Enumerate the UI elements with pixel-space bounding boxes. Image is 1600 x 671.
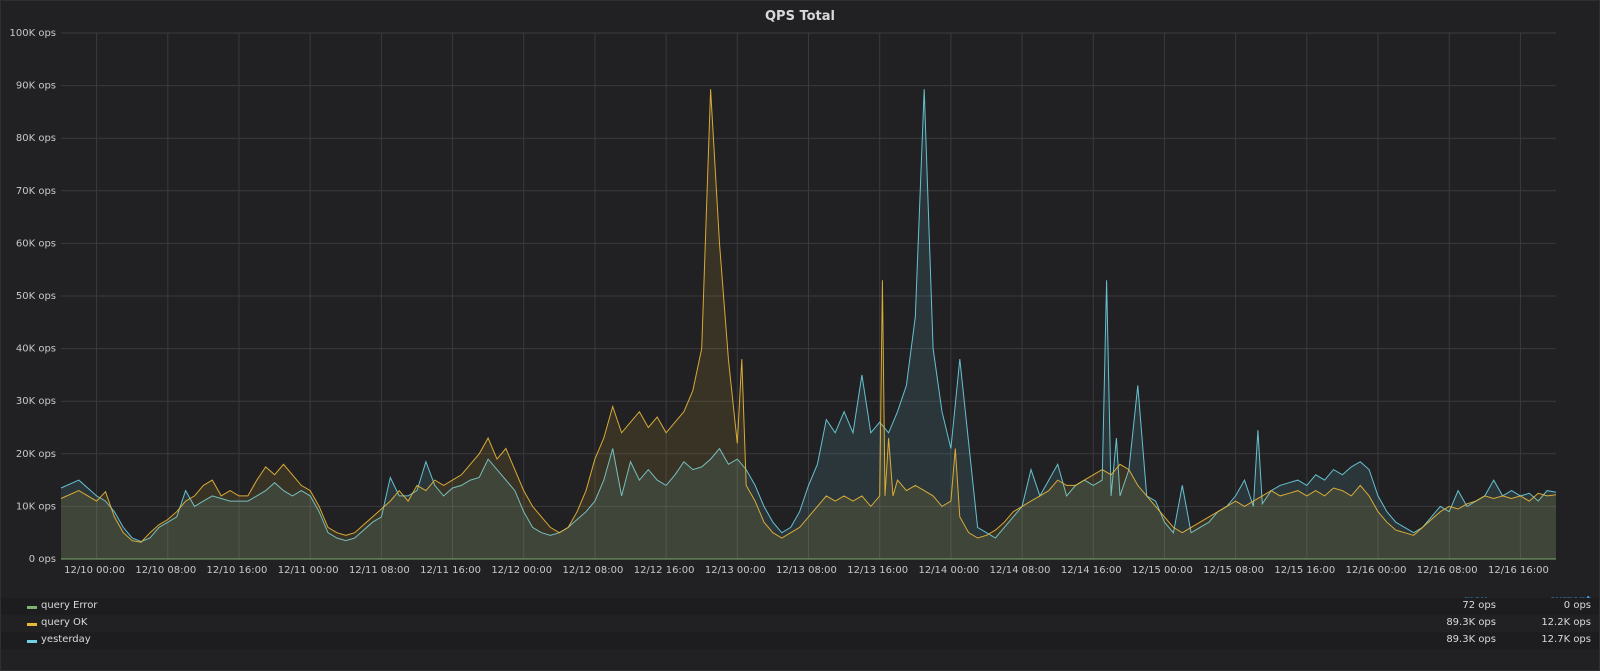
x-tick-label-11: 12/13 16:00 <box>847 565 908 576</box>
y-tick-label-7: 70K ops <box>16 186 56 197</box>
x-tick-label-6: 12/12 00:00 <box>491 565 552 576</box>
x-tick-label-8: 12/12 16:00 <box>634 565 695 576</box>
legend-max-yesterday: 89.3K ops <box>1446 634 1496 645</box>
x-tick-label-20: 12/16 16:00 <box>1488 565 1549 576</box>
y-tick-label-8: 80K ops <box>16 133 56 144</box>
legend-row-query-ok[interactable]: query OK 89.3K ops 12.2K ops <box>1 615 1599 632</box>
y-tick-label-9: 90K ops <box>16 81 56 92</box>
x-tick-label-15: 12/15 00:00 <box>1132 565 1193 576</box>
x-tick-label-9: 12/13 00:00 <box>705 565 766 576</box>
y-tick-label-3: 30K ops <box>16 396 56 407</box>
x-tick-label-14: 12/14 16:00 <box>1061 565 1122 576</box>
x-tick-label-1: 12/10 08:00 <box>135 565 196 576</box>
panel-title[interactable]: QPS Total <box>765 9 835 24</box>
x-tick-label-3: 12/11 00:00 <box>278 565 339 576</box>
x-tick-label-12: 12/14 00:00 <box>918 565 979 576</box>
x-tick-label-16: 12/15 08:00 <box>1203 565 1264 576</box>
x-tick-label-7: 12/12 08:00 <box>563 565 624 576</box>
legend-row-query-error[interactable]: query Error 72 ops 0 ops <box>1 598 1599 615</box>
x-tick-label-19: 12/16 08:00 <box>1417 565 1478 576</box>
legend-name-query-ok[interactable]: query OK <box>41 617 88 628</box>
x-tick-label-0: 12/10 00:00 <box>64 565 125 576</box>
x-tick-label-13: 12/14 08:00 <box>990 565 1051 576</box>
x-tick-label-4: 12/11 08:00 <box>349 565 410 576</box>
legend-max-query-error: 72 ops <box>1462 600 1496 611</box>
legend-name-yesterday[interactable]: yesterday <box>41 634 91 645</box>
series-area-yesterday <box>61 89 1556 560</box>
legend-swatch-yesterday <box>27 640 37 643</box>
y-tick-label-4: 40K ops <box>16 344 56 355</box>
y-tick-label-1: 10K ops <box>16 501 56 512</box>
legend-swatch-query-error <box>27 606 37 609</box>
x-tick-label-2: 12/10 16:00 <box>207 565 268 576</box>
x-tick-label-10: 12/13 08:00 <box>776 565 837 576</box>
legend-current-yesterday: 12.7K ops <box>1541 634 1591 645</box>
x-tick-label-18: 12/16 00:00 <box>1346 565 1407 576</box>
y-tick-label-5: 50K ops <box>16 291 56 302</box>
legend-name-query-error[interactable]: query Error <box>41 600 98 611</box>
y-tick-label-2: 20K ops <box>16 449 56 460</box>
y-tick-label-10: 100K ops <box>10 28 57 39</box>
x-tick-label-5: 12/11 16:00 <box>420 565 481 576</box>
legend-row-yesterday[interactable]: yesterday 89.3K ops 12.7K ops <box>1 632 1599 649</box>
y-tick-label-6: 60K ops <box>16 238 56 249</box>
legend-current-query-ok: 12.2K ops <box>1541 617 1591 628</box>
legend-max-query-ok: 89.3K ops <box>1446 617 1496 628</box>
series-line-yesterday <box>60 89 1557 543</box>
series-area-query-ok <box>61 89 1556 560</box>
y-tick-label-0: 0 ops <box>29 554 56 565</box>
x-tick-label-17: 12/15 16:00 <box>1274 565 1335 576</box>
series-line-query-ok <box>60 89 1557 543</box>
legend-swatch-query-ok <box>27 623 37 626</box>
legend-current-query-error: 0 ops <box>1563 600 1591 611</box>
qps-chart[interactable]: 0 ops 10K ops 20K ops 30K ops 40K ops 50K ops… <box>1 1 1599 601</box>
